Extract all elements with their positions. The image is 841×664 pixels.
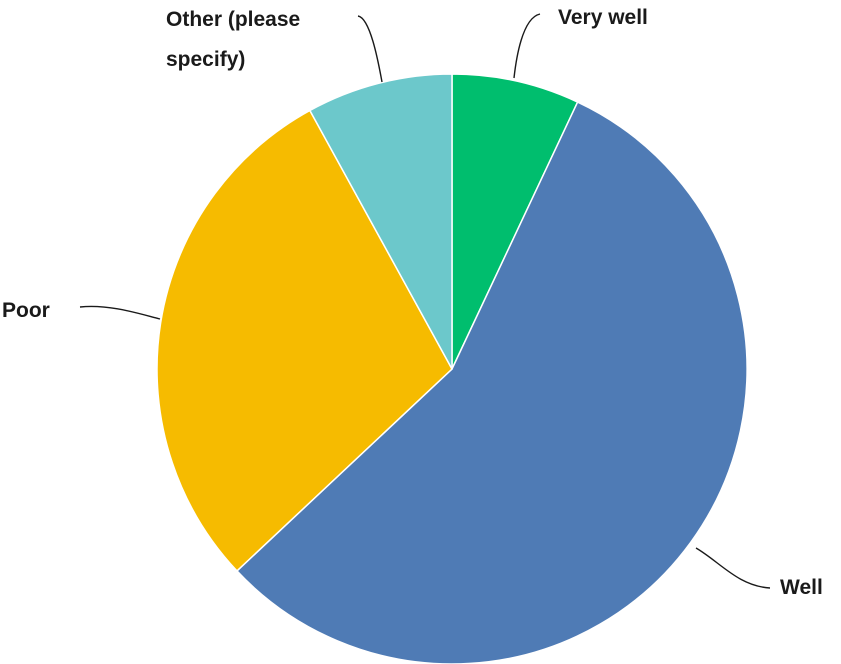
slice-labels: Very well Well Poor Other (please specify)	[2, 6, 823, 599]
slice-label-poor: Poor	[2, 299, 50, 322]
slice-label-line: Poor	[2, 299, 50, 322]
slice-label-very-well: Very well	[558, 6, 648, 29]
slice-label-other-please-specify: Other (please specify)	[166, 8, 300, 71]
pie-slice-very-well	[451, 73, 579, 370]
leader-line-well	[695, 547, 771, 589]
leader-line-very-well	[513, 13, 541, 79]
leader-line-other-please-specify	[357, 15, 383, 83]
pie-slice-well	[235, 101, 748, 664]
pie-slices	[156, 73, 748, 664]
slice-label-line: Very well	[558, 6, 648, 29]
leader-line-poor	[79, 305, 161, 320]
slice-label-line: Other (please	[166, 8, 300, 31]
pie-slice-other-please-specify	[308, 73, 453, 370]
slice-label-line: specify)	[166, 48, 245, 71]
slice-label-line: Well	[780, 576, 823, 599]
pie-slice-poor	[156, 109, 453, 573]
slice-label-well: Well	[780, 576, 823, 599]
leader-lines	[79, 13, 771, 589]
